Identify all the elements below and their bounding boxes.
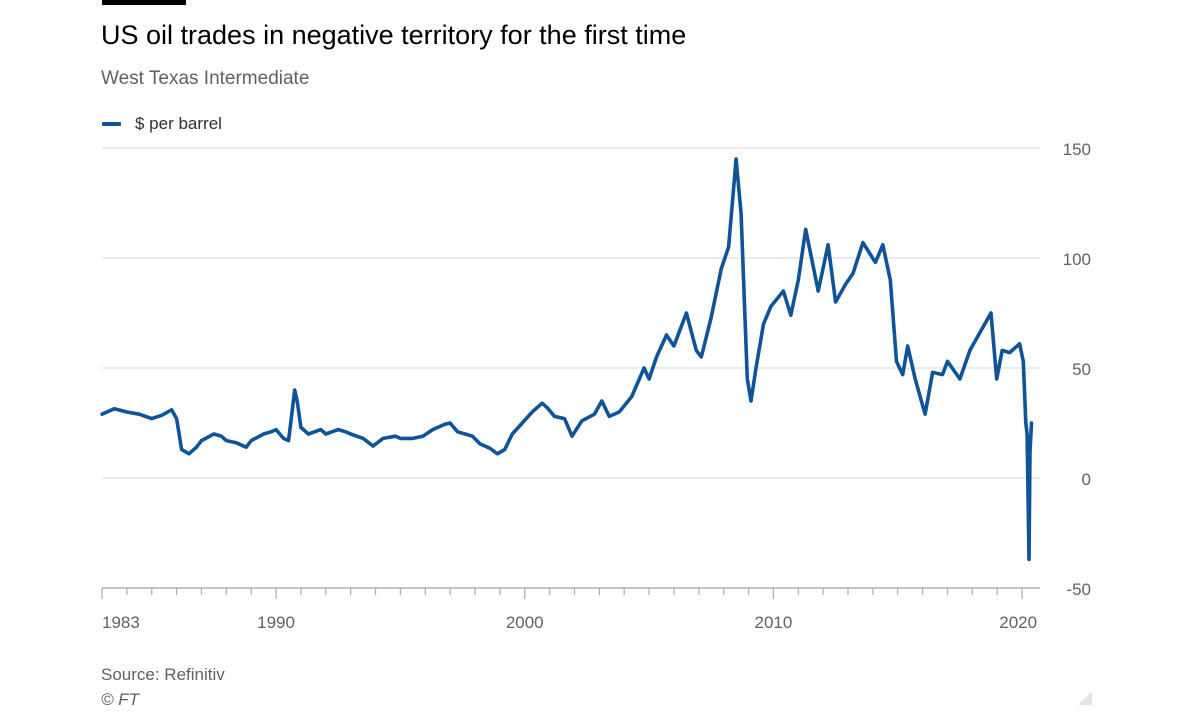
x-tick-label: 2020 (999, 613, 1037, 632)
series-layer (100, 157, 1034, 562)
header-accent-bar (102, 0, 186, 5)
chart-subtitle: West Texas Intermediate (101, 68, 310, 89)
copyright-note: © FT (101, 690, 140, 709)
legend-label: $ per barrel (135, 114, 222, 133)
chart-title: US oil trades in negative territory for … (101, 20, 687, 50)
y-tick-label: 0 (1082, 470, 1091, 489)
x-tick-label: 2010 (754, 613, 792, 632)
corner-resize-mark (1078, 691, 1092, 705)
y-tick-label: 150 (1063, 140, 1091, 159)
chart-legend: $ per barrel (102, 113, 222, 135)
x-tick-label: 1983 (102, 613, 140, 632)
x-tick-label: 1990 (257, 613, 295, 632)
y-tick-label: 100 (1063, 250, 1091, 269)
y-tick-label: -50 (1066, 580, 1091, 599)
x-axis: 1983 1990 2000 2010 2020 (101, 587, 1040, 632)
x-tick-label: 2000 (506, 613, 544, 632)
y-axis-labels: 150 100 50 0 -50 (1063, 140, 1091, 599)
source-note: Source: Refinitiv (101, 665, 225, 684)
legend-swatch (102, 122, 121, 126)
y-tick-label: 50 (1072, 360, 1091, 379)
series-line (100, 157, 1034, 562)
gridlines (102, 147, 1040, 479)
